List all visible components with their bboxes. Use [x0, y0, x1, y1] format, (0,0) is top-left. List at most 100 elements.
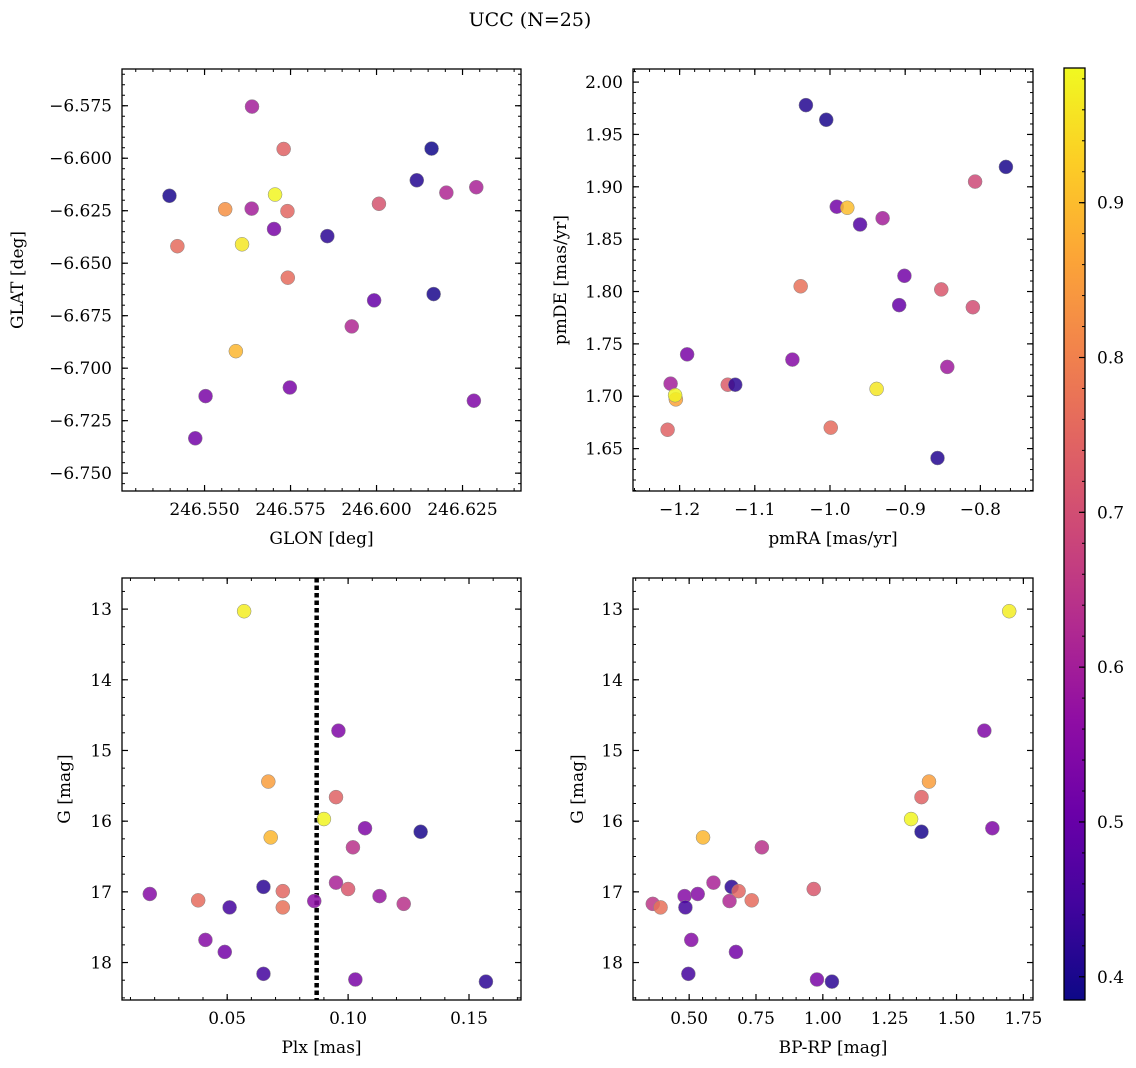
plx-g-axes-frame — [121, 577, 522, 1001]
bprp-g-point — [809, 972, 825, 987]
plx-g-point — [275, 900, 291, 915]
glon-glat-point — [280, 270, 296, 285]
plx-g-point — [316, 811, 332, 827]
bprp-g-point — [903, 811, 919, 827]
bprp-g-y-tick-label: 17 — [601, 883, 623, 903]
plx-g-point — [396, 896, 411, 912]
glon-glat-y-tick-label: −6.725 — [49, 412, 112, 432]
glon-glat-y-tick-label: −6.700 — [49, 359, 112, 379]
plx-g-point — [413, 824, 428, 840]
bprp-g-point — [754, 840, 770, 855]
pmra-pmde-ticks: −1.2 −1.1 −1.0 −0.9 −0.8 1.65 1.70 1.75 1.80 1.85… — [585, 69, 1033, 520]
plx-g-point — [217, 944, 233, 960]
glon-glat-point — [217, 201, 233, 217]
glat-axis-label: GLAT [deg] — [8, 231, 28, 329]
pmra-pmde-point — [798, 97, 814, 113]
bprp-g-point — [695, 830, 711, 845]
glon-glat-point — [469, 179, 484, 195]
pmra-pmde-point — [660, 422, 675, 437]
bprp-g-x-tick-label: 1.50 — [938, 1009, 976, 1029]
plx-g-point — [478, 974, 494, 989]
glon-glat-point — [266, 221, 282, 237]
glon-glat-y-tick-label: −6.625 — [49, 202, 112, 222]
bprp-g-y-tick-label: 16 — [601, 812, 623, 832]
glon-glat-point — [162, 188, 177, 204]
bprp-g-point — [985, 820, 1000, 836]
bprp-g-point — [706, 875, 721, 890]
pmra-pmde-point — [998, 159, 1014, 175]
plx-g-point — [331, 723, 346, 738]
glon-glat-y-tick-label: −6.650 — [49, 254, 112, 274]
plx-g-x-tick-label: 0.05 — [208, 1009, 246, 1029]
bprp-g-ticks: 0.50 0.75 1.00 1.25 1.50 1.75 13 14 15 16 17 18 — [601, 578, 1042, 1029]
plx-g-x-tick-label: 0.15 — [450, 1009, 488, 1029]
glon-glat-point — [424, 141, 439, 156]
scatter-panel-glon-glat: 246.550 246.575 246.600 246.625 −6.750 −6.725… — [8, 68, 522, 549]
plx-g-point — [328, 789, 344, 805]
bprp-g-y-tick-label: 14 — [601, 671, 623, 691]
pmra-pmde-x-tick-label: −0.8 — [960, 500, 1001, 520]
glon-glat-point — [426, 286, 441, 302]
glon-glat-point — [439, 185, 454, 200]
colorbar-tick-label: 0.4 — [1097, 968, 1124, 988]
bprp-g-point — [653, 900, 668, 915]
bprp-g-point — [914, 824, 929, 840]
pmra-pmde-point — [965, 299, 981, 315]
plx-g-point — [261, 774, 276, 789]
figure-suptitle: UCC (N=25) — [469, 9, 592, 31]
plx-g-x-tick-label: 0.10 — [329, 1009, 367, 1029]
glon-glat-y-tick-label: −6.600 — [49, 149, 112, 169]
bprp-g-mag-axis-label: G [mag] — [568, 754, 588, 823]
bprp-g-point — [824, 974, 840, 989]
glon-glat-point — [244, 99, 260, 114]
pmra-pmde-y-tick-label: 1.80 — [585, 283, 623, 303]
colorbar-tick-label: 0.9 — [1097, 194, 1124, 214]
glon-glat-axes-frame — [121, 68, 522, 492]
pmra-pmde-y-tick-label: 1.65 — [585, 440, 623, 460]
bprp-g-point — [690, 886, 705, 902]
bprp-g-point — [1001, 603, 1017, 619]
bprp-g-x-tick-label: 0.50 — [670, 1009, 708, 1029]
glon-glat-point — [282, 380, 298, 395]
pmra-pmde-point — [667, 387, 683, 403]
scatter-panel-plx-g: 0.05 0.10 0.15 13 14 15 16 17 18 Plx [mas] G [ma… — [55, 577, 522, 1058]
pmra-pmde-point — [679, 347, 695, 362]
glon-glat-point — [170, 238, 185, 254]
pmra-pmde-point — [940, 359, 955, 375]
bprp-g-points — [645, 603, 1017, 989]
colorbar-tick-label: 0.6 — [1097, 658, 1124, 678]
bprp-g-x-tick-label: 1.00 — [804, 1009, 842, 1029]
bprp-g-y-tick-label: 18 — [601, 954, 623, 974]
bprp-g-point — [731, 883, 746, 899]
plx-g-y-tick-label: 17 — [90, 883, 112, 903]
pmra-pmde-y-tick-label: 1.85 — [585, 230, 623, 250]
plx-g-point — [256, 966, 271, 982]
glon-glat-point — [267, 187, 283, 202]
pmra-pmde-y-tick-label: 1.95 — [585, 125, 623, 145]
pmra-pmde-x-tick-label: −1.2 — [659, 500, 700, 520]
glon-glat-y-tick-label: −6.575 — [49, 97, 112, 117]
pmra-pmde-y-tick-label: 1.70 — [585, 387, 623, 407]
pmra-pmde-axes-frame — [632, 68, 1034, 492]
bprp-g-x-tick-label: 1.75 — [1004, 1009, 1042, 1029]
glon-glat-y-tick-label: −6.675 — [49, 307, 112, 327]
glon-glat-point — [276, 141, 291, 157]
plx-g-mag-axis-label: G [mag] — [55, 754, 75, 823]
glon-glat-y-tick-label: −6.750 — [49, 464, 112, 484]
glon-glat-points — [162, 99, 484, 446]
colorbar: 0.4 0.5 0.6 0.7 0.8 0.9 — [1063, 67, 1124, 1001]
glon-glat-point — [409, 173, 425, 188]
plx-g-ticks: 0.05 0.10 0.15 13 14 15 16 17 18 — [90, 578, 521, 1029]
pmra-pmde-x-tick-label: −1.0 — [809, 500, 850, 520]
pmra-pmde-point — [785, 352, 800, 367]
plx-g-y-tick-label: 14 — [90, 671, 112, 691]
bprp-g-point — [684, 932, 699, 948]
plx-g-point — [340, 881, 356, 897]
glon-glat-point — [188, 431, 203, 446]
bprp-g-y-tick-label: 13 — [601, 600, 623, 620]
plx-g-point — [256, 879, 271, 895]
glon-glat-point — [244, 201, 259, 216]
pmra-pmde-y-tick-label: 1.90 — [585, 178, 623, 198]
plx-g-point — [357, 820, 373, 836]
plx-g-y-tick-label: 13 — [90, 600, 112, 620]
